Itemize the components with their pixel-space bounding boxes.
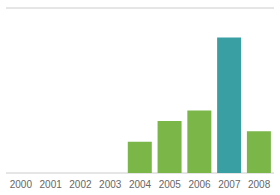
svg-text:2002: 2002 (69, 179, 92, 190)
svg-text:2000: 2000 (10, 179, 33, 190)
svg-text:2003: 2003 (99, 179, 122, 190)
svg-text:2008: 2008 (248, 179, 271, 190)
svg-text:2007: 2007 (218, 179, 241, 190)
svg-text:2006: 2006 (188, 179, 211, 190)
svg-text:2004: 2004 (129, 179, 152, 190)
svg-text:2005: 2005 (159, 179, 182, 190)
svg-text:2001: 2001 (40, 179, 63, 190)
